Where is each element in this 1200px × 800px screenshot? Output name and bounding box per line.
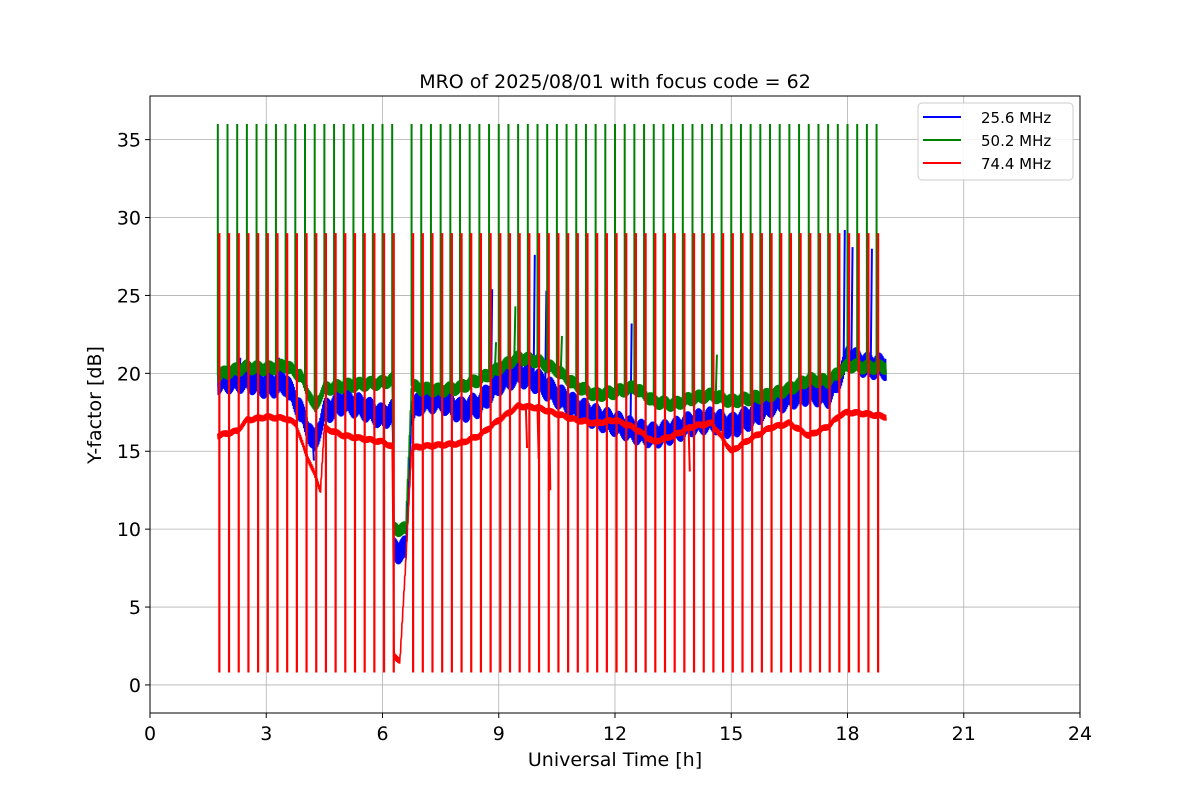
legend-box [917,102,1074,181]
x-axis-ticks: 0 3 6 9 12 15 18 21 24 [144,713,1092,745]
y-tick-label: 30 [117,208,141,230]
x-tick-label: 6 [376,723,388,745]
series-spike [524,406,529,449]
y-tick-label: 15 [117,441,141,463]
x-tick-label: 21 [952,723,976,745]
y-tick-label: 10 [117,519,141,541]
x-tick-label: 12 [603,723,627,745]
series-spike [493,342,498,371]
x-tick-label: 18 [835,723,859,745]
y-tick-label: 25 [117,285,141,307]
calibration-pulses [216,124,880,673]
x-tick-label: 0 [144,723,156,745]
x-tick-label: 15 [719,723,743,745]
series-line-1 [217,350,887,537]
series-spike [842,229,846,368]
chart-title: MRO of 2025/08/01 with focus code = 62 [419,71,811,93]
legend-label-25mhz: 25.6 MHz [981,109,1051,127]
series-spike [513,306,517,360]
legend-label-74mhz: 74.4 MHz [981,155,1051,173]
legend: 25.6 MHz 50.2 MHz 74.4 MHz [917,102,1074,181]
series-line-2 [217,402,887,664]
series-spike [559,335,563,374]
series-spike [714,354,718,397]
y-tick-label: 0 [129,675,141,697]
y-axis-ticks: 0 5 10 15 20 25 30 35 [117,130,150,697]
y-axis-label: Y-factor [dB] [84,346,106,465]
plot-area [216,124,887,673]
series-spike [311,439,315,461]
series-line-0 [217,345,887,565]
x-tick-label: 24 [1068,723,1092,745]
y-tick-label: 5 [129,597,141,619]
series-spike [687,428,691,472]
series-spike [869,248,873,366]
series-spike [850,247,854,360]
series-layer [216,124,887,673]
y-tick-label: 35 [117,130,141,152]
x-tick-label: 9 [493,723,505,745]
x-axis-label: Universal Time [h] [528,749,702,771]
legend-label-50mhz: 50.2 MHz [981,132,1051,150]
series-spike [629,323,633,430]
x-tick-label: 3 [260,723,272,745]
series-1 [217,306,887,537]
y-tick-label: 20 [117,363,141,385]
